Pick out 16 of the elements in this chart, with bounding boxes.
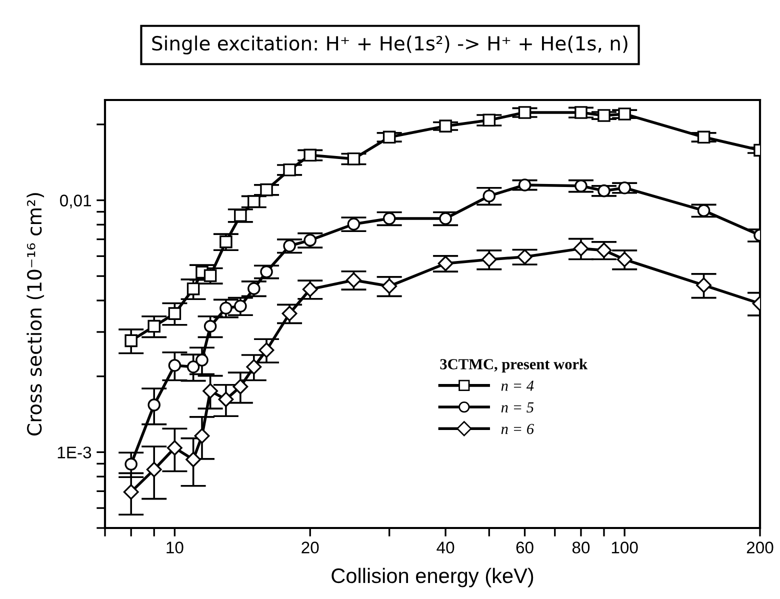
x-tick-label: 60	[516, 542, 534, 554]
legend-label: n = 5	[501, 402, 534, 413]
x-tick-label: 200	[746, 542, 774, 554]
y-tick-label: 0,01	[60, 194, 91, 208]
x-tick-label: 40	[436, 542, 454, 554]
chart-title: Single excitation: H⁺ + He(1s²) -> H⁺ + He(1s, n)	[152, 36, 628, 54]
x-tick-label: 20	[302, 542, 319, 554]
x-tick-label: 100	[612, 542, 638, 554]
legend-label: n = 4	[501, 380, 534, 391]
x-tick-label: 80	[572, 542, 590, 554]
x-tick-label: 10	[166, 542, 184, 554]
x-axis-title: Collision energy (keV)	[332, 568, 534, 588]
y-axis-title: Cross section (10⁻¹⁶ cm²)	[26, 193, 44, 436]
legend-title: 3CTMC, present work	[440, 358, 588, 372]
y-tick-label: 1E-3	[58, 446, 92, 458]
legend-label: n = 6	[501, 424, 534, 434]
